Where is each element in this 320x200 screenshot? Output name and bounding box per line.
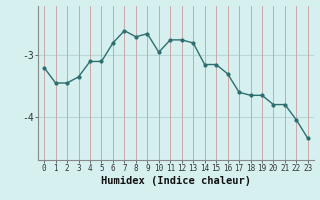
X-axis label: Humidex (Indice chaleur): Humidex (Indice chaleur) [101,176,251,186]
